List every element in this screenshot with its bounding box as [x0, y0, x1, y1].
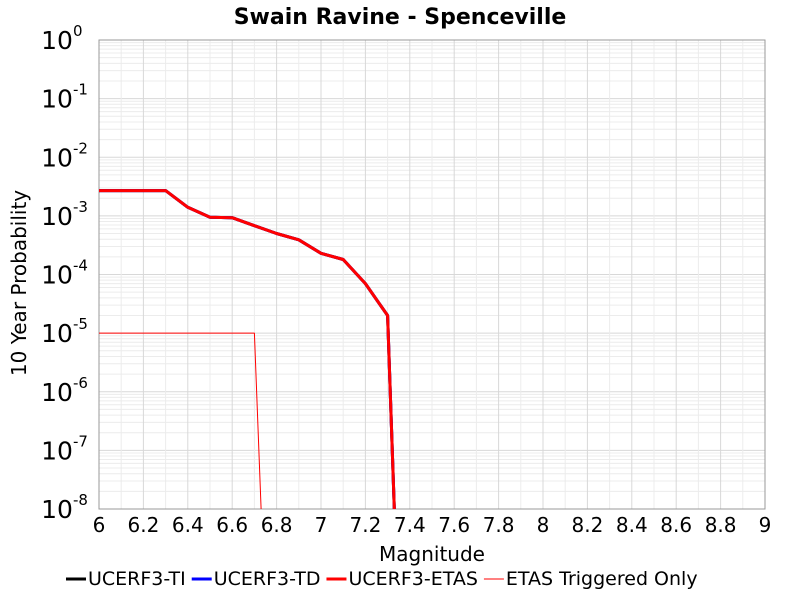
x-tick-label: 7.6 [438, 513, 470, 537]
x-tick-label: 6 [93, 513, 106, 537]
y-tick-exponent: -1 [73, 81, 88, 99]
x-tick-label: 9 [759, 513, 772, 537]
x-tick-label: 7 [315, 513, 328, 537]
x-tick-label: 8.4 [616, 513, 648, 537]
y-tick-exponent: -3 [73, 198, 88, 216]
legend-label: ETAS Triggered Only [506, 568, 698, 590]
legend-label: UCERF3-TI [88, 568, 186, 590]
x-axis-label: Magnitude [379, 542, 485, 566]
series-line-ucerf3-etas [99, 189, 396, 509]
y-tick-label: 10 [41, 436, 73, 465]
y-tick-exponent: -8 [73, 491, 88, 509]
series-line-etas-triggered-only [99, 332, 262, 509]
y-tick-label: 10 [41, 378, 73, 407]
legend-label: UCERF3-TD [214, 568, 321, 590]
series-layer [99, 189, 396, 509]
x-tick-label: 7.8 [483, 513, 515, 537]
y-tick-exponent: -5 [73, 315, 88, 333]
plot-frame [98, 39, 766, 510]
y-tick-label: 10 [41, 319, 73, 348]
y-tick-label: 10 [41, 85, 73, 114]
y-tick-exponent: -7 [73, 432, 88, 450]
y-tick-label: 10 [41, 143, 73, 172]
y-tick-label: 10 [41, 495, 73, 524]
x-tick-label: 8.8 [705, 513, 737, 537]
x-tick-label: 6.6 [216, 513, 248, 537]
x-tick-label: 8.2 [571, 513, 603, 537]
x-tick-labels: 6 6.2 6.4 6.6 6.8 7 7.2 7.4 7.6 7.8 8 8.2 8.4 8.6 8.8 9 [93, 513, 772, 537]
x-tick-label: 7.4 [394, 513, 426, 537]
legend: UCERF3-TI UCERF3-TD UCERF3-ETAS ETAS Trigge… [66, 568, 698, 590]
grid [98, 39, 766, 510]
x-tick-label: 7.2 [349, 513, 381, 537]
chart-title: Swain Ravine - Spenceville [234, 5, 567, 30]
x-tick-label: 6.8 [261, 513, 293, 537]
x-tick-label: 6.4 [172, 513, 204, 537]
y-tick-exponent: -6 [73, 374, 88, 392]
y-tick-label: 10 [41, 26, 73, 55]
y-tick-label: 10 [41, 261, 73, 290]
y-axis-label: 10 Year Probability [7, 190, 31, 376]
y-tick-label: 10 [41, 202, 73, 231]
legend-label: UCERF3-ETAS [348, 568, 477, 590]
x-tick-label: 6.2 [127, 513, 159, 537]
y-tick-exponent: -4 [73, 257, 88, 275]
y-tick-exponent: -2 [73, 139, 88, 157]
x-tick-label: 8 [537, 513, 550, 537]
x-tick-label: 8.6 [660, 513, 692, 537]
y-tick-exponent: 0 [73, 22, 83, 40]
